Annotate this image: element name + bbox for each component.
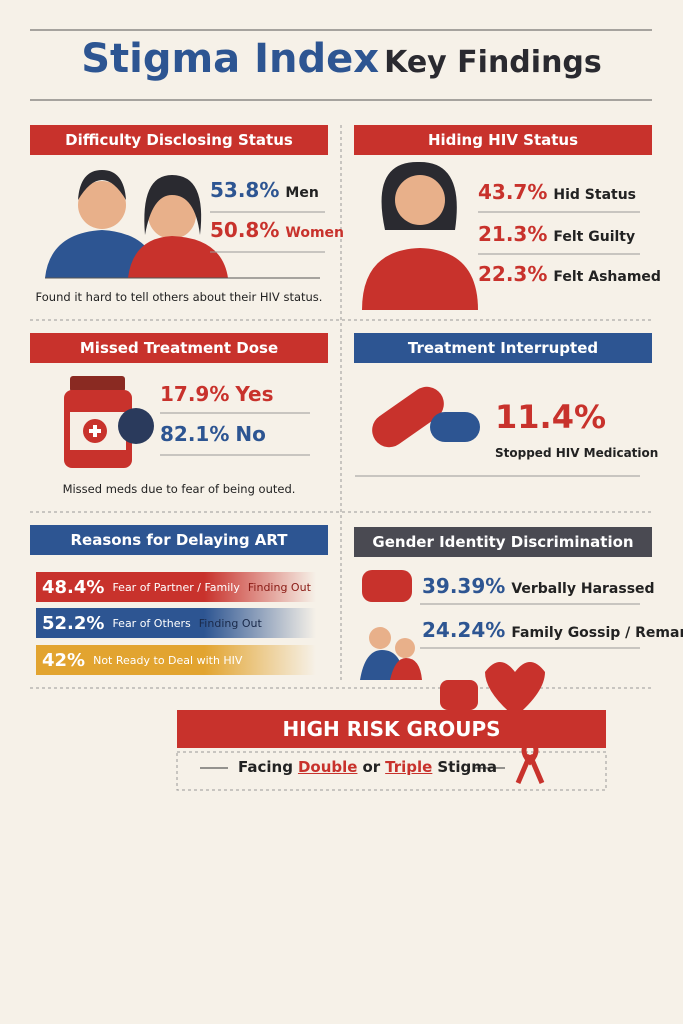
stat-value: 39.39% <box>422 574 506 598</box>
stat-value: 82.1% <box>160 422 230 446</box>
stat-label: Women <box>285 225 345 241</box>
section-note: Missed meds due to fear of being outed. <box>62 482 296 496</box>
stat-value: 17.9% <box>160 382 230 406</box>
stat-value: 11.4% <box>495 398 607 436</box>
stat-label: Fear of Others <box>112 616 191 630</box>
stat-label: Felt Ashamed <box>553 269 661 285</box>
stat-label: Family Gossip / Remarks <box>511 625 683 641</box>
stat-value: 50.8% <box>210 218 280 242</box>
stat-row: 39.39% Verbally Harassed <box>422 574 655 598</box>
stat-label: Yes <box>235 382 274 406</box>
stat-value: 48.4% <box>42 576 105 598</box>
stat-value: 21.3% <box>478 222 548 246</box>
stat-row: 82.1% No <box>160 422 266 446</box>
stat-value: 42% <box>42 649 86 671</box>
section-heading: Reasons for Delaying ART <box>30 525 328 555</box>
stat-value: 24.24% <box>422 618 506 642</box>
stat-bar: 48.4% Fear of Partner / Family Finding Out <box>36 572 316 602</box>
text: Triple <box>385 758 433 776</box>
stat-row: 21.3% Felt Guilty <box>478 222 635 246</box>
stat-label: Not Ready to Deal with HIV <box>93 653 243 667</box>
banner-text: Facing Double or Triple Stigma <box>238 758 497 776</box>
stat-value: 53.8% <box>210 178 280 202</box>
stat-value: 22.3% <box>478 262 548 286</box>
title: Stigma Index <box>81 36 380 82</box>
stat-extra: Finding Out <box>247 580 311 594</box>
stat-bar: 52.2% Fear of Others Finding Out <box>36 608 316 638</box>
section-heading: Hiding HIV Status <box>354 125 652 155</box>
section-note: Found it hard to tell others about their… <box>35 290 323 304</box>
stat-row: 24.24% Family Gossip / Remarks <box>422 618 683 642</box>
stat-label: Fear of Partner / Family <box>112 580 240 594</box>
text: Double <box>297 758 358 776</box>
stat-row: 22.3% Felt Ashamed <box>478 262 661 286</box>
text: Stigma <box>437 758 497 776</box>
subtitle: Key Findings <box>384 45 602 80</box>
stat-label: Stopped HIV Medication <box>495 446 659 460</box>
stat-label: No <box>235 422 266 446</box>
section-heading: Gender Identity Discrimination <box>354 527 652 557</box>
stat-extra: Finding Out <box>198 616 262 630</box>
stat-row: 53.8% Men <box>210 178 319 202</box>
title-row: Stigma Index Key Findings <box>0 36 683 82</box>
banner-title: HIGH RISK GROUPS <box>282 717 501 741</box>
text: or <box>362 758 381 776</box>
section-heading: Difficulty Disclosing Status <box>30 125 328 155</box>
text: Facing <box>238 758 293 776</box>
stat-value: 43.7% <box>478 180 548 204</box>
stat-label: Verbally Harassed <box>511 581 655 597</box>
stat-value: 52.2% <box>42 612 105 634</box>
section-heading: Missed Treatment Dose <box>30 333 328 363</box>
stat-row: 17.9% Yes <box>160 382 274 406</box>
stat-label: Felt Guilty <box>553 229 636 245</box>
stat-bar: 42% Not Ready to Deal with HIV <box>36 645 316 675</box>
section-heading: Treatment Interrupted <box>354 333 652 363</box>
stat-row: 43.7% Hid Status <box>478 180 636 204</box>
stat-row: 50.8% Women <box>210 218 344 242</box>
stat-label: Hid Status <box>553 187 637 203</box>
stat-label: Men <box>285 185 319 201</box>
